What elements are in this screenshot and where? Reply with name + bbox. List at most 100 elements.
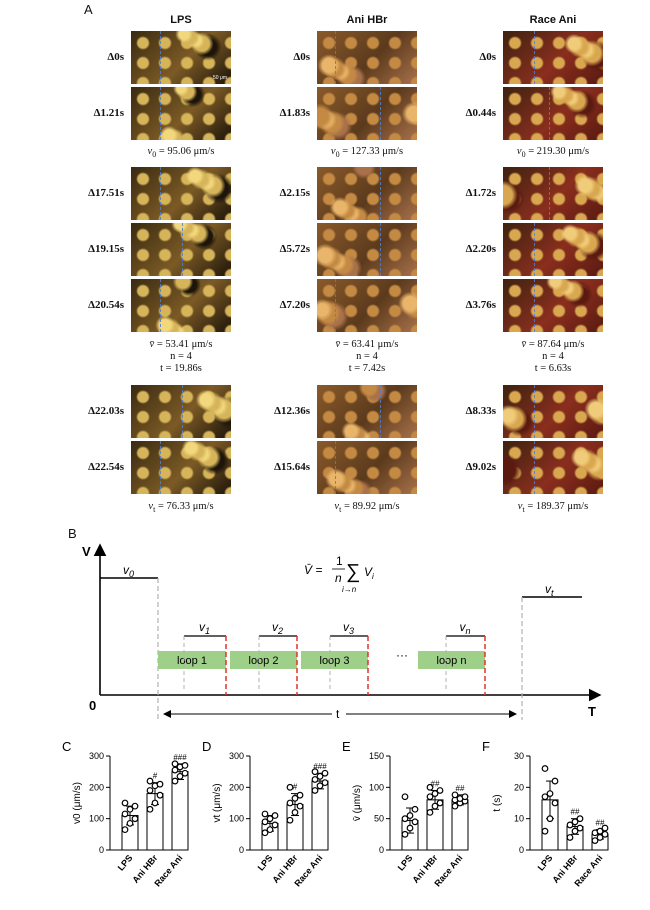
data-point xyxy=(596,834,604,841)
data-point xyxy=(171,777,179,785)
tracking-dashed-line xyxy=(182,385,183,438)
data-point xyxy=(426,808,434,816)
y-tick-label: 30 xyxy=(514,751,524,761)
tracking-dashed-line xyxy=(160,87,161,140)
formula-numerator: 1 xyxy=(336,554,343,568)
y-tick-label: 100 xyxy=(369,782,384,792)
tracking-dashed-line xyxy=(380,385,381,438)
micrograph-image xyxy=(502,86,604,141)
y-tick-label: 20 xyxy=(514,782,524,792)
panel-b-diagram: V T 0 v0 vt V̄ = 1 n ∑ i→n Vi loop 1v1lo… xyxy=(82,543,602,721)
data-point xyxy=(541,827,549,835)
micrograph-image xyxy=(130,166,232,221)
data-point xyxy=(576,815,584,823)
data-point xyxy=(296,791,304,799)
micrograph-image xyxy=(130,278,232,333)
time-label: Δ17.51s xyxy=(88,186,124,199)
data-point xyxy=(261,818,269,826)
y-axis-label: V xyxy=(82,544,91,559)
x-category-label: LPS xyxy=(396,853,415,873)
loop-velocity-label: v1 xyxy=(199,620,210,636)
loops-group: loop 1 v1 loop 2 v2 loop 3 v3 loop n vn xyxy=(158,620,486,695)
data-point xyxy=(546,790,554,797)
x-axis-label: T xyxy=(588,704,596,719)
data-point xyxy=(321,779,329,787)
y-axis-label: t (s) xyxy=(492,794,503,811)
loop-velocity-label: v3 xyxy=(343,620,354,636)
data-point xyxy=(171,760,179,768)
tracking-dashed-line xyxy=(335,31,336,84)
time-label: Δ19.15s xyxy=(88,242,124,255)
data-point xyxy=(261,829,269,837)
data-point xyxy=(271,812,279,819)
column-title-1: Ani HBr xyxy=(346,14,388,26)
micrograph-image xyxy=(316,30,418,85)
data-point xyxy=(401,830,409,838)
data-point xyxy=(566,821,574,829)
loop-label: loop 3 xyxy=(320,655,350,667)
loop-duration: t = 19.86s xyxy=(160,363,202,374)
tracking-dashed-line xyxy=(160,279,161,332)
y-axis-label: v̄ (μm/s) xyxy=(352,785,363,821)
data-point xyxy=(126,805,134,813)
data-point xyxy=(131,802,139,810)
data-point xyxy=(316,772,324,780)
data-point xyxy=(126,819,134,827)
loop-box xyxy=(230,651,297,669)
velocity-caption: v0 = 95.06 μm/s xyxy=(147,146,215,160)
v0-label: v0 xyxy=(123,563,134,579)
micrograph-image xyxy=(316,440,418,495)
y-tick-label: 0 xyxy=(519,845,524,855)
significance-mark: ### xyxy=(173,753,187,762)
tracking-dashed-line xyxy=(182,223,183,276)
loop-velocity-label: v2 xyxy=(272,620,283,636)
y-tick-label: 0 xyxy=(239,845,244,855)
tracking-dashed-line xyxy=(335,441,336,494)
tracking-dashed-line xyxy=(335,279,336,332)
time-label: Δ1.21s xyxy=(93,106,124,119)
data-point xyxy=(291,808,299,816)
data-point xyxy=(316,782,324,790)
y-axis-label: vt (μm/s) xyxy=(212,783,223,822)
tracking-dashed-line xyxy=(534,279,535,332)
data-point xyxy=(576,824,584,832)
tracking-dashed-line xyxy=(160,31,161,84)
data-point xyxy=(541,793,549,801)
y-tick-label: 100 xyxy=(229,814,244,824)
tracking-dashed-line xyxy=(534,223,535,276)
micrograph-image xyxy=(130,222,232,277)
data-point xyxy=(156,791,164,799)
data-point xyxy=(426,783,434,791)
data-point xyxy=(151,799,159,807)
micrograph-image xyxy=(502,440,604,495)
loop-count: n = 4 xyxy=(356,351,378,362)
data-point xyxy=(551,777,559,785)
data-point xyxy=(291,794,299,802)
loop-count: n = 4 xyxy=(542,351,564,362)
data-point xyxy=(461,793,469,801)
data-point xyxy=(176,772,184,780)
micrograph-image: 50 μm xyxy=(130,30,232,85)
data-point xyxy=(601,830,609,838)
time-label: Δ22.03s xyxy=(88,404,124,417)
micrograph-image xyxy=(130,440,232,495)
micrograph-image xyxy=(502,222,604,277)
time-label: Δ12.36s xyxy=(274,404,310,417)
time-label: Δ9.02s xyxy=(465,460,496,473)
tracking-dashed-line xyxy=(160,167,161,220)
velocity-caption: vt = 189.37 μm/s xyxy=(517,501,589,515)
data-point xyxy=(566,834,574,841)
significance-mark: ## xyxy=(571,808,580,817)
time-label: Δ1.72s xyxy=(465,186,496,199)
data-point xyxy=(431,790,439,797)
data-point xyxy=(286,799,294,807)
data-point xyxy=(551,799,559,807)
data-point xyxy=(171,766,179,774)
significance-mark: ### xyxy=(313,762,327,771)
data-point xyxy=(431,802,439,810)
formula-sum-sub: i→n xyxy=(342,585,357,594)
panel-b-letter: B xyxy=(68,526,77,541)
